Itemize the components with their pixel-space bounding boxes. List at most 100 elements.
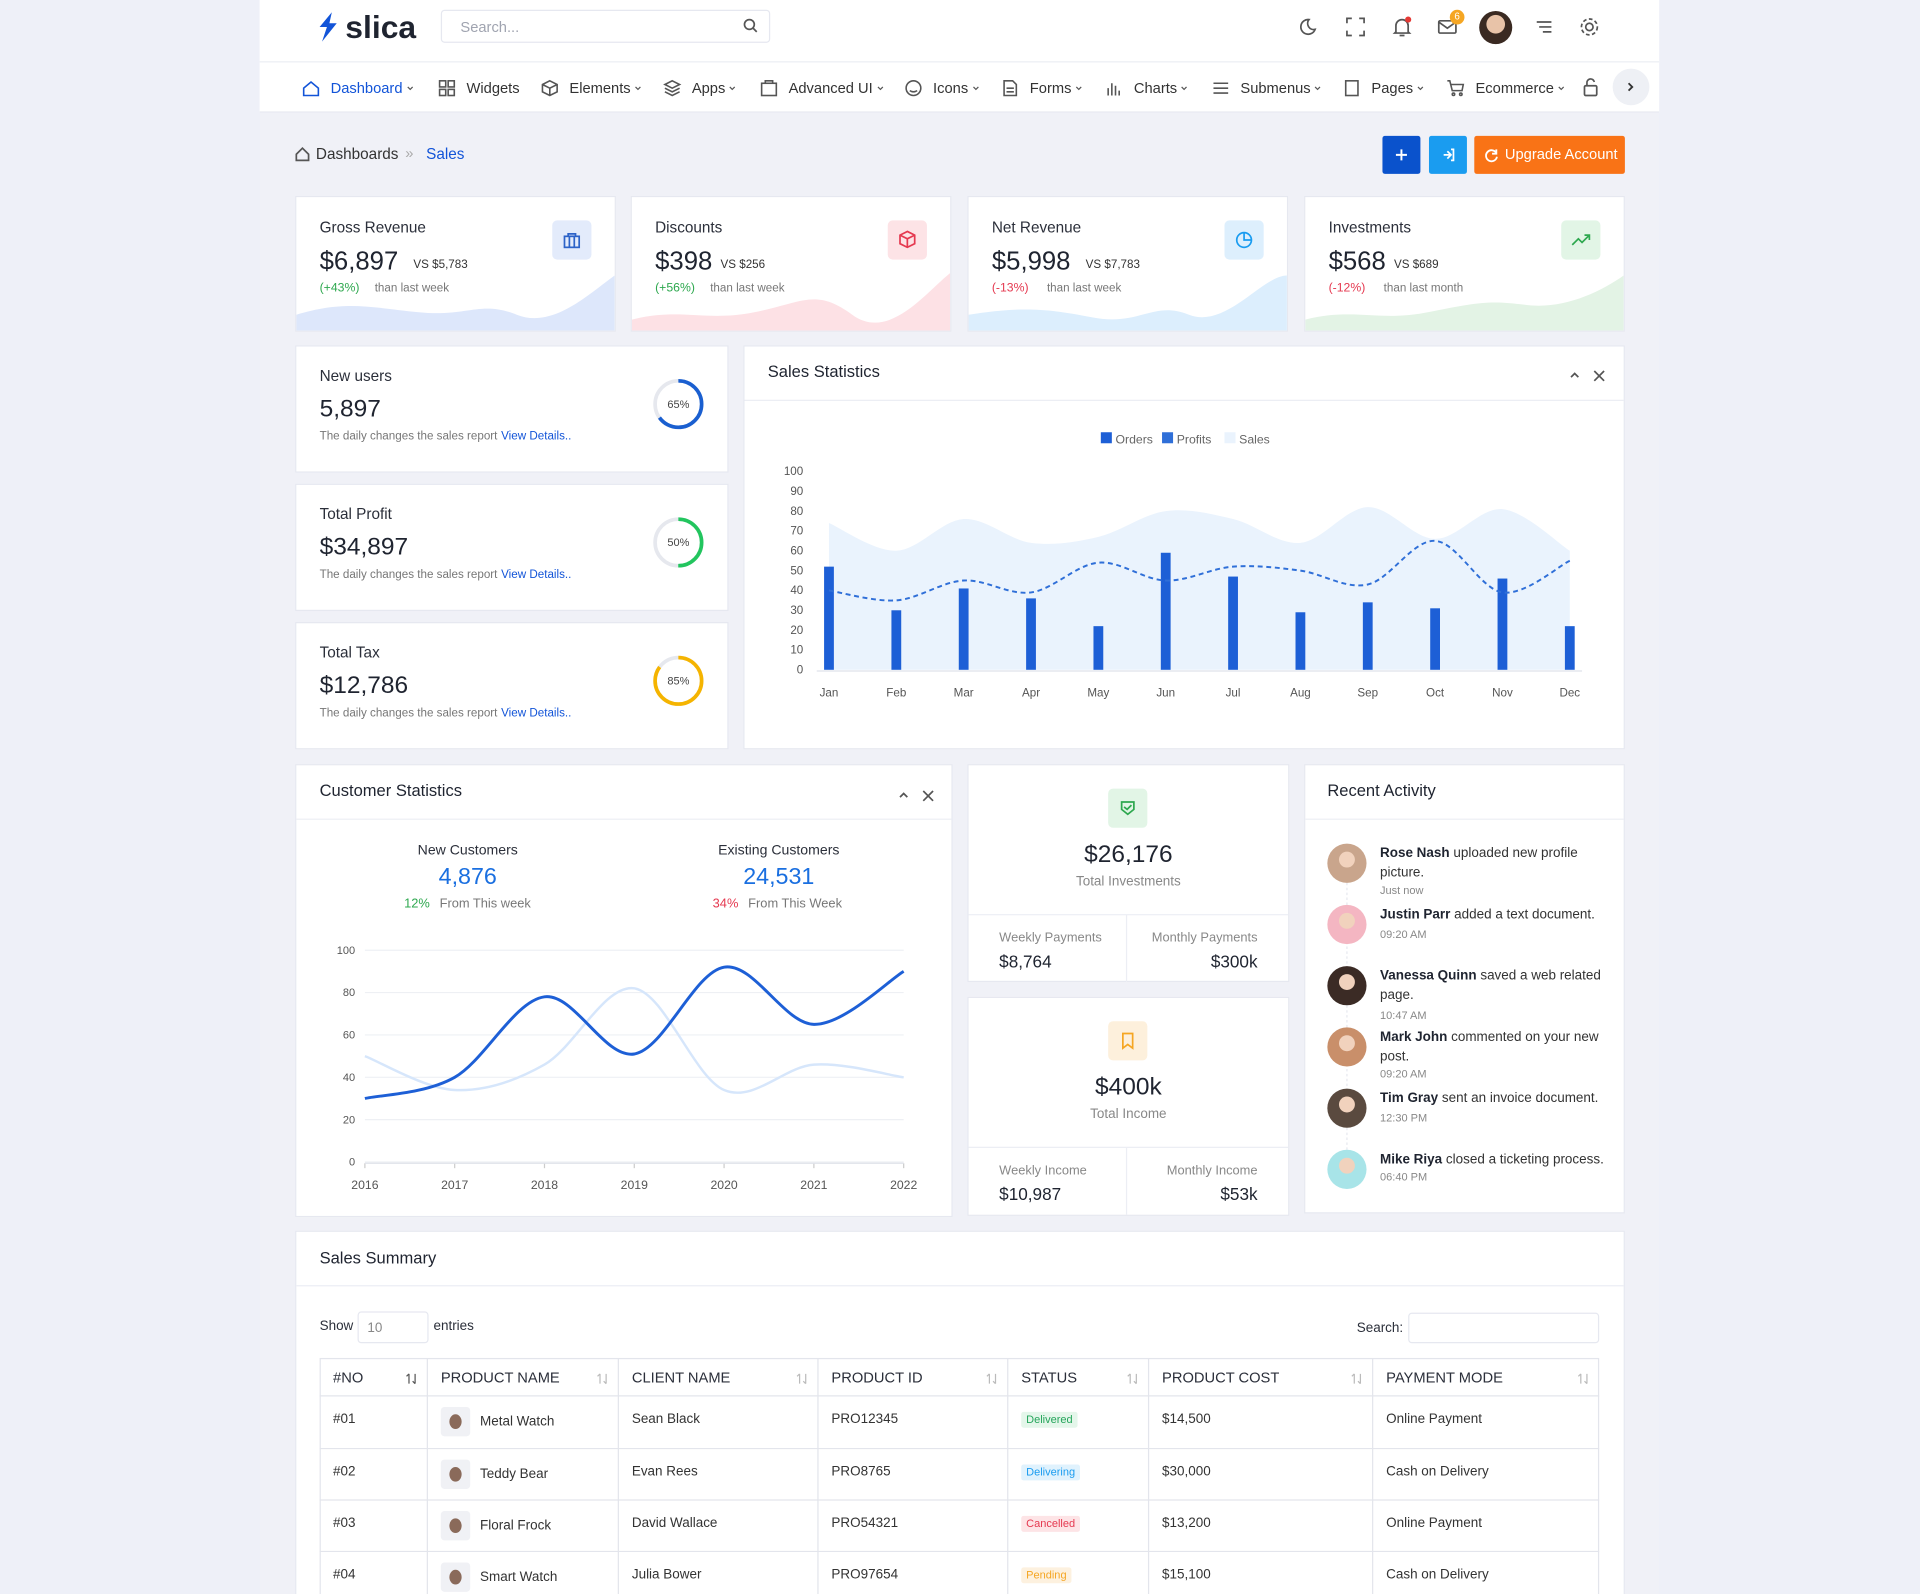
search-placeholder[interactable]: Search... — [460, 18, 520, 36]
logo-mark[interactable] — [315, 10, 342, 47]
nav-item[interactable]: Elements — [540, 77, 642, 99]
nav-label[interactable]: Charts — [1133, 79, 1178, 97]
column-header[interactable]: STATUS — [1021, 1368, 1078, 1387]
nav-item[interactable]: Submenus — [1211, 77, 1322, 99]
activity-name[interactable]: Justin Parr — [1380, 907, 1451, 923]
nav-item[interactable]: Icons — [904, 77, 980, 99]
nav-label[interactable]: Icons — [933, 79, 969, 97]
status-badge: Pending — [1021, 1567, 1072, 1584]
lock[interactable] — [1581, 77, 1601, 97]
nav-label[interactable]: Submenus — [1240, 79, 1311, 97]
nav-label[interactable]: Advanced UI — [788, 79, 873, 97]
activity-name[interactable]: Mark John — [1380, 1029, 1448, 1045]
upgrade-button[interactable]: Upgrade Account — [1474, 135, 1625, 174]
activity-name[interactable]: Tim Gray — [1380, 1091, 1439, 1106]
table-cell: $30,000 — [1162, 1464, 1211, 1480]
activity-avatar-face — [1338, 1035, 1355, 1052]
nav-item[interactable]: Widgets — [437, 77, 520, 99]
progress-link[interactable]: View Details.. — [501, 706, 572, 721]
activity-time: Just now — [1380, 884, 1424, 897]
page-size-select[interactable] — [357, 1311, 429, 1344]
progress-arc — [653, 378, 704, 430]
y-tick-label: 0 — [349, 1157, 355, 1169]
fullscreen[interactable] — [1344, 16, 1366, 38]
card-sub-label: Monthly Payments — [1151, 930, 1258, 946]
summary-change: 12% — [404, 896, 430, 912]
close[interactable] — [1593, 367, 1605, 382]
nav-item[interactable]: Charts — [1104, 77, 1188, 99]
nav-item[interactable]: Forms — [1000, 77, 1082, 99]
nav-item[interactable]: Ecommerce — [1446, 77, 1565, 99]
card-label: Total Investments — [1075, 874, 1181, 889]
close[interactable] — [922, 787, 934, 802]
x-tick-label: 2018 — [531, 1178, 558, 1192]
order-bar — [1160, 552, 1171, 670]
nav-item[interactable]: Advanced UI — [759, 77, 884, 99]
breadcrumb-item[interactable]: Sales — [426, 145, 465, 163]
breadcrumb-sep: » — [405, 144, 414, 162]
nav-label[interactable]: Apps — [691, 79, 726, 97]
x-tick-label: 2021 — [800, 1178, 827, 1192]
table-cell: #03 — [333, 1515, 356, 1531]
order-bar — [1093, 626, 1104, 670]
nav-item[interactable]: Dashboard — [301, 77, 413, 99]
activity-desc: closed a ticketing process. — [1445, 1152, 1604, 1167]
activity-name[interactable]: Rose Nash — [1380, 846, 1450, 861]
activity-name[interactable]: Vanessa Quinn — [1380, 968, 1477, 984]
nav-item[interactable]: Pages — [1342, 77, 1424, 99]
column-header[interactable]: PRODUCT NAME — [440, 1368, 560, 1387]
mail-badge[interactable]: 6 — [1449, 9, 1465, 25]
collapse[interactable] — [898, 786, 910, 798]
nav-label[interactable]: Elements — [569, 79, 631, 97]
nav-next[interactable] — [1612, 68, 1650, 106]
notifications[interactable] — [1391, 16, 1413, 38]
search-box[interactable] — [440, 9, 771, 43]
column-header[interactable]: PRODUCT COST — [1162, 1368, 1280, 1387]
menu[interactable] — [1533, 16, 1555, 38]
nav-label[interactable]: Pages — [1371, 79, 1414, 97]
nav-label[interactable]: Dashboard — [330, 79, 403, 97]
collapse[interactable] — [1569, 366, 1581, 378]
stat-title: Investments — [1328, 219, 1412, 237]
legend-label: Profits — [1177, 432, 1212, 446]
column-header[interactable]: #NO — [333, 1368, 364, 1387]
progress-link[interactable]: View Details.. — [501, 429, 572, 444]
order-bar — [1497, 578, 1508, 670]
nav-item[interactable]: Apps — [662, 77, 736, 99]
page-size-value[interactable]: 10 — [367, 1321, 383, 1336]
nav-chevron — [406, 86, 413, 91]
legend-swatch — [1162, 432, 1174, 444]
collapse-glyph — [1570, 372, 1579, 378]
upgrade-label[interactable]: Upgrade Account — [1504, 145, 1618, 163]
settings[interactable] — [1578, 16, 1600, 38]
breadcrumb-item[interactable]: Dashboards — [315, 145, 399, 163]
progress-title: Total Tax — [319, 644, 380, 662]
messages[interactable] — [1436, 16, 1458, 38]
user-avatar[interactable] — [1479, 11, 1513, 45]
stat-icon-glyph — [563, 233, 581, 249]
stat-icon — [887, 220, 927, 260]
search-icon[interactable] — [742, 17, 759, 34]
nav-icon — [1003, 80, 1018, 97]
nav-label[interactable]: Forms — [1029, 79, 1072, 97]
nav-label[interactable]: Widgets — [466, 79, 520, 97]
logo[interactable]: slica — [345, 8, 417, 46]
stat-compare: VS $256 — [720, 258, 766, 272]
activity-text: Mike Riya closed a ticketing process. 06:… — [1380, 1150, 1607, 1187]
column-header[interactable]: PRODUCT ID — [831, 1368, 923, 1387]
dark-mode[interactable] — [1299, 16, 1321, 38]
progress-link[interactable]: View Details.. — [501, 568, 572, 582]
login-button[interactable] — [1428, 135, 1467, 174]
breadcrumb-home[interactable] — [294, 146, 311, 163]
activity-desc: uploaded new profile picture. — [1380, 846, 1578, 881]
table-search[interactable] — [1408, 1312, 1600, 1344]
nav-icon — [302, 81, 320, 97]
product-thumb-glyph — [449, 1569, 462, 1585]
column-header[interactable]: PAYMENT MODE — [1386, 1368, 1503, 1387]
column-header[interactable]: CLIENT NAME — [631, 1368, 731, 1387]
nav-label[interactable]: Ecommerce — [1475, 79, 1554, 97]
activity-name[interactable]: Mike Riya — [1380, 1152, 1443, 1167]
nav-chevron — [1558, 86, 1565, 91]
add-button[interactable] — [1382, 135, 1421, 174]
